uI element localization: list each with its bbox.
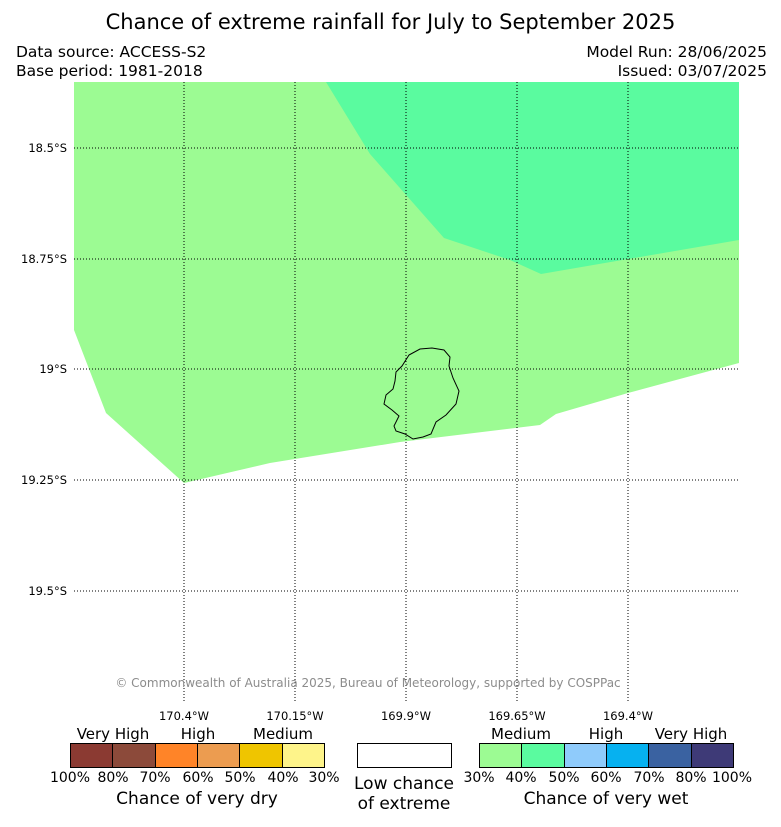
dry-colorbar <box>70 743 325 768</box>
lat-label: 18.5°S <box>28 141 67 155</box>
lon-label: 169.4°W <box>602 709 654 723</box>
dry-tick: 100% <box>49 770 91 786</box>
issued-text: Issued: 03/07/2025 <box>617 62 767 80</box>
lon-label: 170.15°W <box>266 709 324 723</box>
wet-swatch <box>691 744 733 767</box>
wet-legend-title: Chance of very wet <box>523 789 689 809</box>
wet-tick: 50% <box>548 770 580 786</box>
lat-label: 18.75°S <box>21 252 67 266</box>
wet-tick: 80% <box>675 770 707 786</box>
wet-colorbar <box>479 743 734 768</box>
map-title: Chance of extreme rainfall for July to S… <box>105 10 676 34</box>
source-info: Data source: ACCESS-S2 Base period: 1981… <box>16 43 206 81</box>
base-period-text: Base period: 1981-2018 <box>16 62 203 80</box>
lon-label: 169.9°W <box>380 709 432 723</box>
data-source-text: Data source: ACCESS-S2 <box>16 43 207 61</box>
dry-swatch <box>240 744 283 767</box>
dry-tick: 40% <box>267 770 299 786</box>
wet-category-label: Very High <box>654 725 728 743</box>
low-chance-swatch <box>357 743 452 768</box>
wet-swatch <box>480 744 523 767</box>
dry-swatch <box>71 744 114 767</box>
map-gridlines <box>74 82 739 702</box>
low-chance-label: Low chance of extreme <box>354 774 454 814</box>
dry-tick: 50% <box>224 770 256 786</box>
wet-swatch <box>522 744 565 767</box>
dry-category-label: Very High <box>76 725 150 743</box>
model-run-text: Model Run: 28/06/2025 <box>586 43 767 61</box>
dry-category-label: Medium <box>253 725 313 743</box>
dry-swatch <box>155 744 198 767</box>
lat-label: 19.25°S <box>21 473 67 487</box>
wet-tick: 70% <box>633 770 665 786</box>
low-chance-line2: of extreme <box>357 794 451 814</box>
wet-category-label: High <box>588 725 624 743</box>
wet-swatch <box>649 744 692 767</box>
region-medium-wet-40-50 <box>326 82 739 274</box>
dry-swatch <box>197 744 241 767</box>
lon-label: 169.65°W <box>488 709 546 723</box>
dry-tick: 70% <box>139 770 171 786</box>
dry-tick: 30% <box>308 770 340 786</box>
copyright-notice: © Commonwealth of Australia 2025, Bureau… <box>115 676 621 690</box>
run-info: Model Run: 28/06/2025 Issued: 03/07/2025 <box>586 43 767 81</box>
low-chance-line1: Low chance <box>354 774 454 794</box>
wet-tick: 30% <box>463 770 495 786</box>
dry-legend-title: Chance of very dry <box>116 789 278 809</box>
dry-tick: 60% <box>182 770 214 786</box>
lat-label: 19.5°S <box>28 584 67 598</box>
dry-swatch <box>113 744 156 767</box>
wet-swatch <box>606 744 650 767</box>
island-outline <box>383 347 460 440</box>
dry-tick: 80% <box>97 770 129 786</box>
wet-tick: 60% <box>590 770 622 786</box>
wet-tick: 40% <box>505 770 537 786</box>
wet-tick: 100% <box>711 770 753 786</box>
dry-swatch <box>282 744 324 767</box>
lat-label: 19°S <box>39 362 67 376</box>
lon-label: 170.4°W <box>158 709 210 723</box>
dry-category-label: High <box>180 725 216 743</box>
wet-swatch <box>564 744 607 767</box>
wet-category-label: Medium <box>491 725 551 743</box>
